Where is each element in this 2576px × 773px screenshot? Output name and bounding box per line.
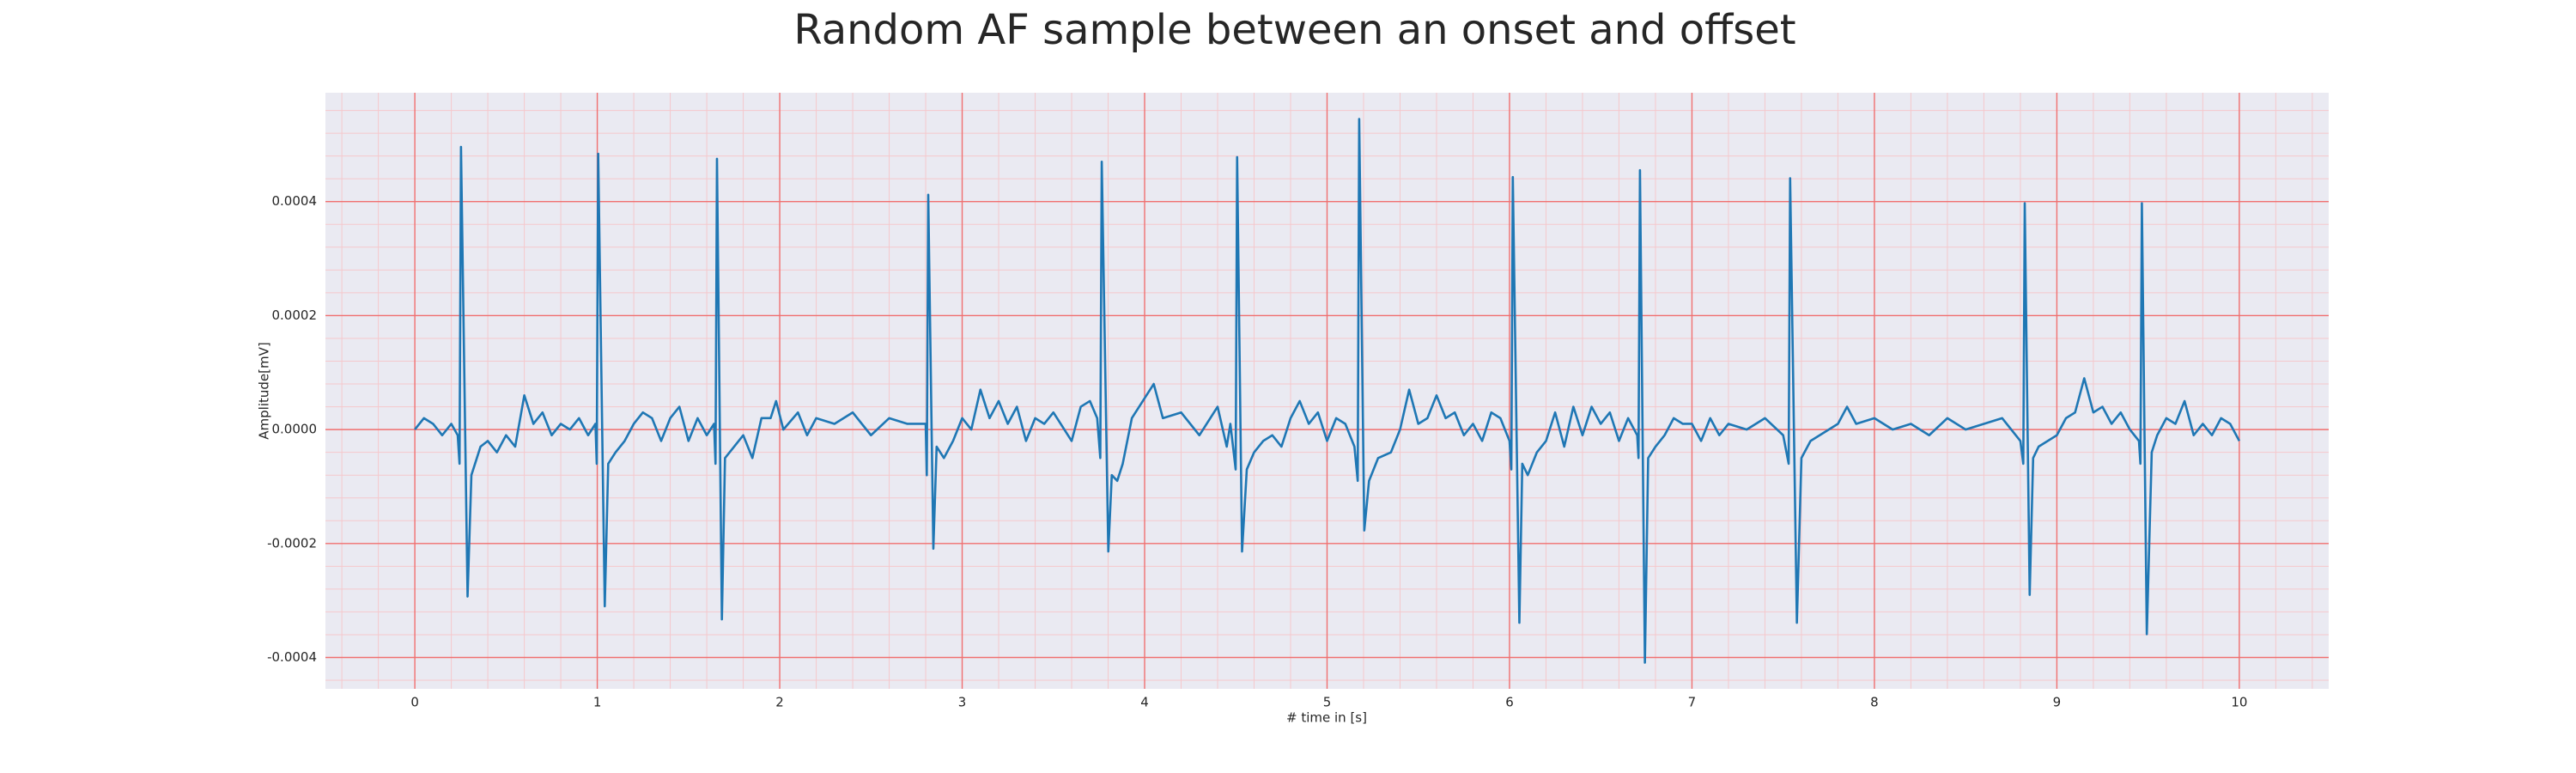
- series-line: [414, 118, 2241, 664]
- chart-title: Random AF sample between an onset and of…: [793, 6, 1795, 54]
- x-tick-label: 4: [1140, 695, 1149, 710]
- grid: [325, 93, 2329, 689]
- x-tick-label: 1: [593, 695, 602, 710]
- x-tick-label: 0: [410, 695, 419, 710]
- y-tick-label: -0.0002: [267, 535, 317, 551]
- x-tick-label: 6: [1505, 695, 1514, 710]
- y-tick-label: 0.0004: [272, 193, 318, 209]
- y-tick-label: -0.0004: [267, 649, 317, 665]
- x-tick-label: 2: [775, 695, 784, 710]
- x-tick-label: 5: [1323, 695, 1332, 710]
- x-tick-label: 9: [2053, 695, 2062, 710]
- y-tick-label: 0.0002: [272, 307, 318, 323]
- marks: [414, 118, 2241, 664]
- x-tick-label: 7: [1688, 695, 1697, 710]
- x-axis-label: # time in [s]: [1286, 710, 1367, 726]
- x-tick-label: 8: [1870, 695, 1879, 710]
- y-axis-label: Amplitude[mV]: [257, 342, 272, 439]
- x-tick-label: 10: [2231, 695, 2247, 710]
- x-tick-label: 3: [958, 695, 967, 710]
- y-tick-label: 0.0000: [272, 422, 318, 437]
